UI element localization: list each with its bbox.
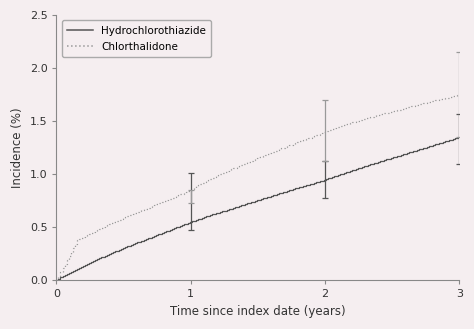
Hydrochlorothiazide bbox=[436, 141, 442, 145]
Chlorthalidone bbox=[70, 246, 75, 250]
Legend: Hydrochlorothiazide, Chlorthalidone: Hydrochlorothiazide, Chlorthalidone bbox=[62, 20, 211, 57]
Line: Hydrochlorothiazide: Hydrochlorothiazide bbox=[56, 137, 459, 280]
Hydrochlorothiazide bbox=[128, 243, 134, 247]
Hydrochlorothiazide bbox=[78, 265, 83, 269]
Chlorthalidone bbox=[128, 213, 134, 216]
Hydrochlorothiazide bbox=[422, 145, 428, 149]
Hydrochlorothiazide bbox=[161, 230, 166, 234]
Y-axis label: Incidence (%): Incidence (%) bbox=[11, 107, 24, 188]
Chlorthalidone bbox=[422, 101, 428, 105]
X-axis label: Time since index date (years): Time since index date (years) bbox=[170, 305, 346, 318]
Chlorthalidone bbox=[436, 97, 442, 101]
Chlorthalidone bbox=[456, 93, 462, 97]
Hydrochlorothiazide bbox=[70, 269, 75, 273]
Hydrochlorothiazide bbox=[456, 135, 462, 139]
Hydrochlorothiazide bbox=[54, 278, 59, 282]
Line: Chlorthalidone: Chlorthalidone bbox=[56, 95, 459, 280]
Chlorthalidone bbox=[54, 278, 59, 282]
Chlorthalidone bbox=[78, 236, 83, 240]
Chlorthalidone bbox=[161, 199, 166, 203]
